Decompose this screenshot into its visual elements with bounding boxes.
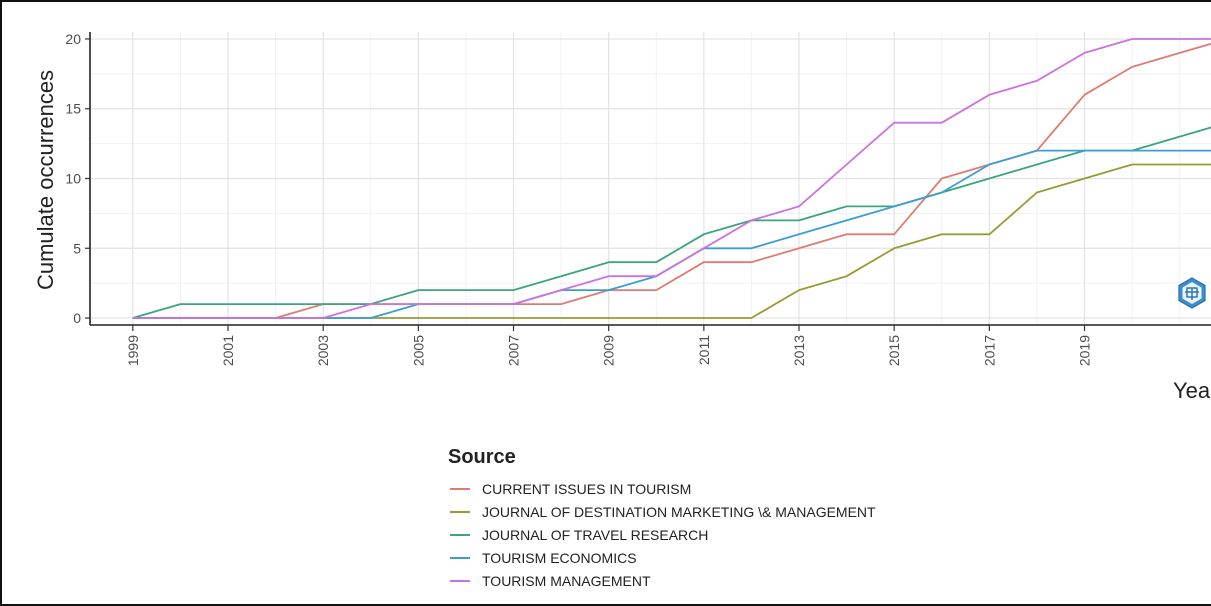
legend-label: TOURISM MANAGEMENT [482,573,651,589]
x-tick-label: 1999 [125,335,141,366]
x-axis-ticks: 1999 2001 2003 2005 2007 2009 2011 2013 2015 2017… [125,325,1093,366]
x-tick-label: 2019 [1077,335,1093,366]
legend: CURRENT ISSUES IN TOURISM JOURNAL OF DEST… [450,481,876,589]
legend-label: JOURNAL OF TRAVEL RESEARCH [482,527,708,543]
legend-label: JOURNAL OF DESTINATION MARKETING \& MANA… [482,504,876,520]
y-axis-title: Cumulate occurrences [33,70,58,290]
x-tick-label: 2003 [315,335,331,366]
y-tick-label: 10 [65,171,81,187]
major-gridlines [90,32,1211,325]
x-tick-label: 2011 [696,335,712,365]
legend-label: TOURISM ECONOMICS [482,550,637,566]
y-tick-label: 5 [73,240,81,256]
x-tick-label: 2017 [981,335,997,366]
series-line [132,42,1211,319]
y-tick-label: 15 [65,101,81,117]
x-axis-title: Year [1173,378,1211,403]
legend-label: CURRENT ISSUES IN TOURISM [482,481,691,497]
series-line [132,126,1211,319]
series-line [132,163,1211,319]
series-lines [132,38,1211,319]
x-tick-label: 2013 [791,335,807,366]
legend-title: Source [448,446,516,468]
y-tick-label: 20 [65,31,81,47]
y-tick-label: 0 [73,310,81,326]
x-tick-label: 2007 [506,335,522,366]
y-axis-ticks: 0 5 10 15 20 [65,31,90,326]
x-tick-label: 2001 [220,335,236,366]
series-line [132,38,1211,319]
series-line [132,149,1211,319]
x-tick-label: 2009 [601,335,617,366]
shield-logo-icon [1178,277,1206,309]
x-tick-label: 2005 [410,335,426,366]
x-tick-label: 2015 [886,335,902,366]
